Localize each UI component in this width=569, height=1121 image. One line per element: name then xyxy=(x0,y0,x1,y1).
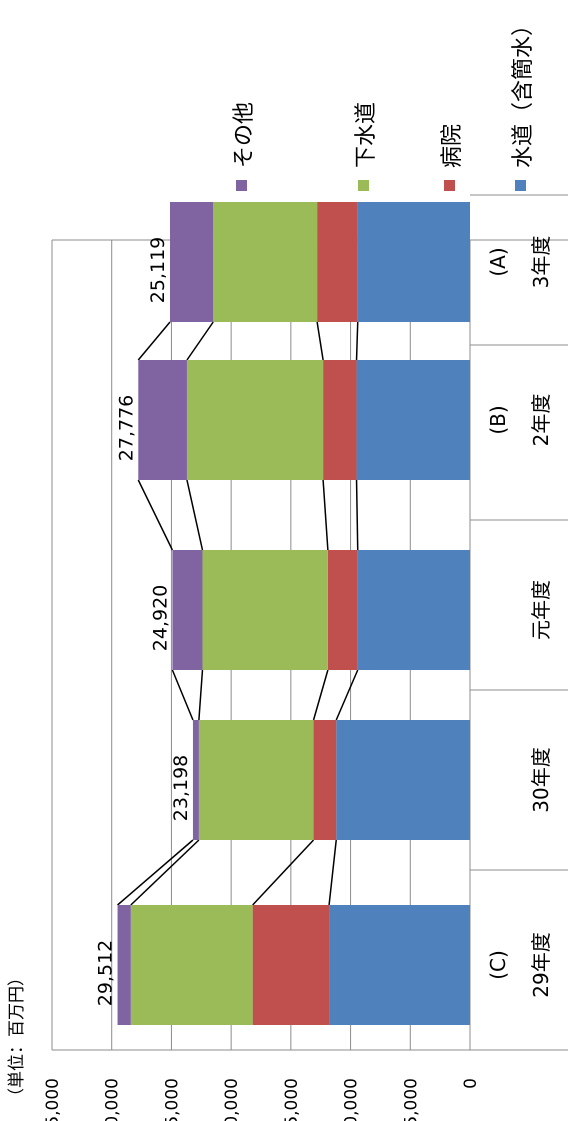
legend-swatch xyxy=(515,180,526,191)
bar-segment xyxy=(187,360,323,480)
connector-line xyxy=(317,322,323,360)
legend-swatch xyxy=(236,180,247,191)
bar-segment xyxy=(358,550,470,670)
legend-swatch xyxy=(358,180,369,191)
legend-label: 下水道 xyxy=(354,102,379,168)
connector-line xyxy=(187,322,213,360)
legend-label: 水道（含簡水） xyxy=(511,14,536,168)
y-tick-label: 35,000 xyxy=(43,1078,63,1121)
bar-segment xyxy=(336,720,470,840)
y-tick-label: 10,000 xyxy=(342,1078,362,1121)
category-label: 2年度 xyxy=(529,394,553,447)
bar-segment xyxy=(253,905,329,1025)
category-axis: 29年度 (C) 30年度 元年度 2年度 (B) 3年度 (A) xyxy=(470,195,568,1050)
bar-segment xyxy=(317,202,358,322)
connector-line xyxy=(172,670,193,720)
category-label: 元年度 xyxy=(529,580,553,640)
legend-swatch xyxy=(444,180,455,191)
legend-label: 病院 xyxy=(440,124,465,168)
category-label: 29年度 xyxy=(529,932,553,997)
bar-segment xyxy=(328,550,358,670)
unit-label: （単位：百万円） xyxy=(7,969,27,1105)
y-tick-label: 20,000 xyxy=(222,1078,242,1121)
connector-line xyxy=(357,322,358,360)
total-label: 25,119 xyxy=(147,237,169,303)
total-label: 23,198 xyxy=(170,755,192,821)
bar-segment xyxy=(138,360,187,480)
bar-segment xyxy=(358,202,470,322)
connector-line xyxy=(199,670,203,720)
category-label: 3年度 xyxy=(529,236,553,289)
y-axis-tick-labels: 0 5,000 10,000 15,000 20,000 25,000 30,000 35,0… xyxy=(43,1078,481,1121)
y-tick-label: 15,000 xyxy=(282,1078,302,1121)
unit-label-group: （単位：百万円） xyxy=(7,969,27,1105)
connector-line xyxy=(187,480,203,550)
bar-segment xyxy=(329,905,470,1025)
bar-segment xyxy=(118,905,131,1025)
legend-label: その他 xyxy=(232,102,257,168)
y-tick-label: 0 xyxy=(461,1078,481,1089)
bar-segment xyxy=(172,550,202,670)
bar-segment xyxy=(199,720,314,840)
y-tick-label: 5,000 xyxy=(401,1078,421,1121)
bar-segment xyxy=(170,202,213,322)
connector-line xyxy=(357,480,358,550)
category-marker: (C) xyxy=(486,950,510,980)
total-label: 27,776 xyxy=(115,395,137,461)
connector-line xyxy=(138,480,172,550)
connector-line xyxy=(253,840,314,905)
y-tick-label: 25,000 xyxy=(162,1078,182,1121)
category-marker: (A) xyxy=(486,247,510,276)
connector-line xyxy=(323,480,328,550)
bar-segment xyxy=(193,720,199,840)
bar-segment xyxy=(357,360,470,480)
connector-line xyxy=(138,322,170,360)
legend: 水道（含簡水） 病院 下水道 その他 xyxy=(232,14,536,191)
total-label: 29,512 xyxy=(95,940,117,1006)
y-tick-label: 30,000 xyxy=(103,1078,123,1121)
category-label: 30年度 xyxy=(529,747,553,812)
connector-line xyxy=(131,840,199,905)
bar-segment xyxy=(323,360,356,480)
connector-line xyxy=(118,840,193,905)
bar-segment xyxy=(213,202,317,322)
connector-line xyxy=(329,840,336,905)
total-label: 24,920 xyxy=(149,585,171,651)
connector-line xyxy=(336,670,357,720)
bar-segment xyxy=(131,905,253,1025)
bar-segment xyxy=(314,720,337,840)
bar-segment xyxy=(202,550,327,670)
connector-line xyxy=(314,670,328,720)
category-marker: (B) xyxy=(486,405,510,434)
